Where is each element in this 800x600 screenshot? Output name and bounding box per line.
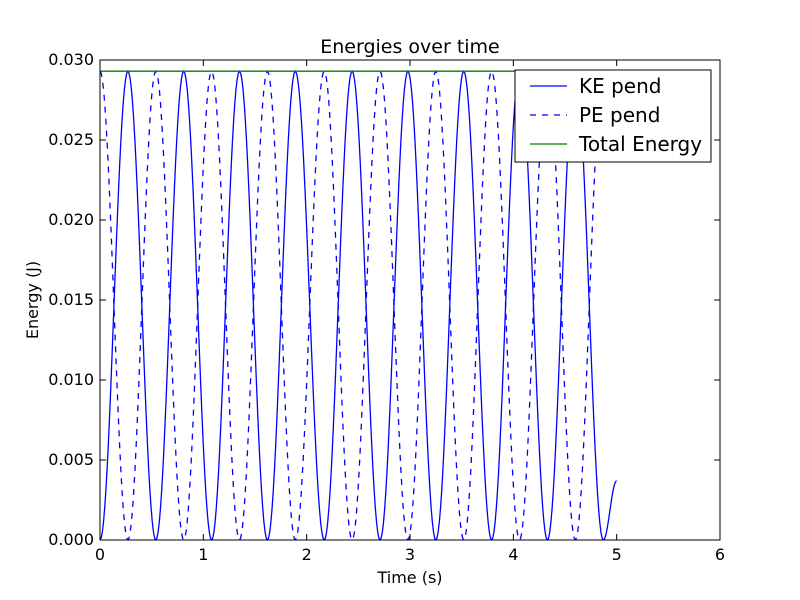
chart-title: Energies over time — [320, 36, 500, 58]
legend-label: Total Energy — [578, 132, 702, 156]
legend-label: KE pend — [579, 74, 661, 98]
y-tick-label: 0.015 — [48, 290, 94, 309]
y-tick-label: 0.020 — [48, 210, 94, 229]
x-tick-label: 5 — [612, 545, 622, 564]
legend-box — [514, 69, 712, 163]
y-tick-label: 0.010 — [48, 370, 94, 389]
y-tick-label: 0.000 — [48, 530, 94, 549]
y-tick-label: 0.025 — [48, 130, 94, 149]
legend: KE pend PE pend Total Energy — [514, 69, 712, 163]
y-tick-label: 0.030 — [48, 50, 94, 69]
x-tick-label: 3 — [405, 545, 415, 564]
x-tick-label: 6 — [715, 545, 725, 564]
x-tick-label: 2 — [302, 545, 312, 564]
x-tick-label: 1 — [198, 545, 208, 564]
x-tick-label: 4 — [508, 545, 518, 564]
x-axis-ticks: 0 1 2 3 4 5 6 — [95, 60, 725, 564]
y-axis-ticks: 0.000 0.005 0.010 0.015 0.020 0.025 0.030 — [48, 50, 720, 549]
legend-label: PE pend — [579, 103, 660, 127]
x-axis-title: Time (s) — [376, 568, 442, 587]
y-tick-label: 0.005 — [48, 450, 94, 469]
x-tick-label: 0 — [95, 545, 105, 564]
y-axis-title: Energy (J) — [23, 261, 42, 339]
